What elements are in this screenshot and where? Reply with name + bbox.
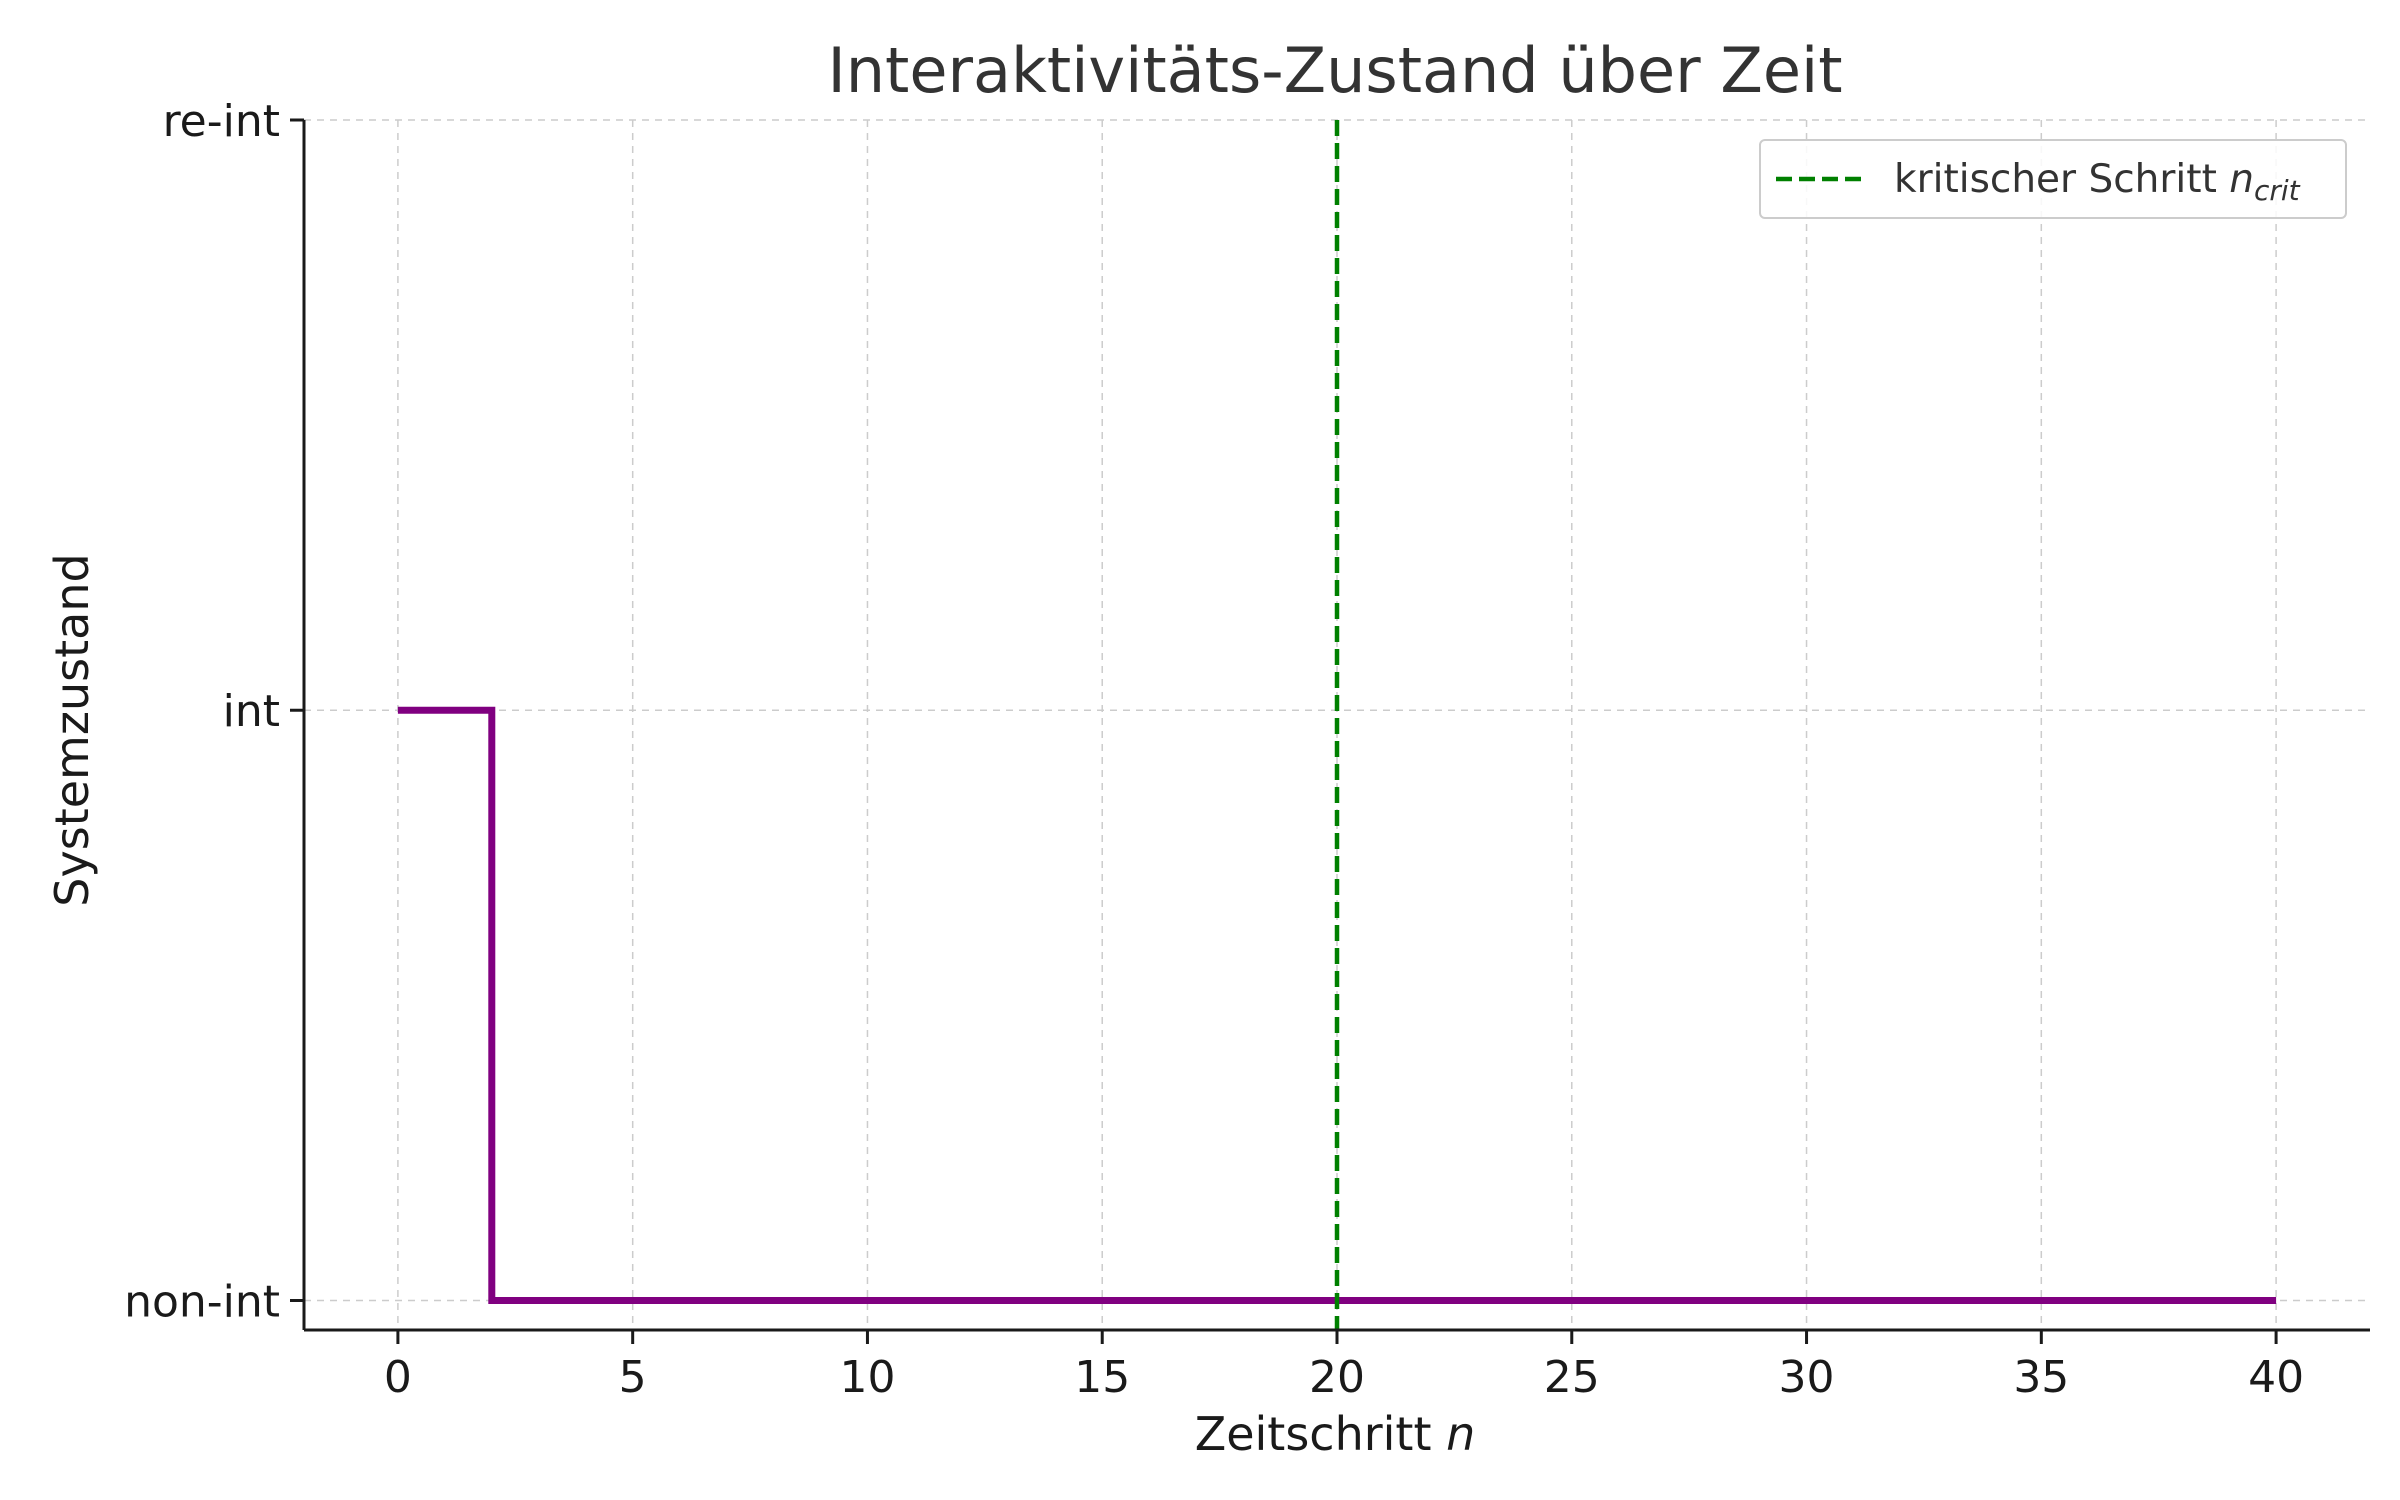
- x-tick-label: 30: [1779, 1352, 1835, 1403]
- x-tick-label: 25: [1544, 1352, 1600, 1403]
- plot-area: [397, 120, 2277, 1330]
- x-tick-label: 10: [839, 1352, 895, 1403]
- legend: kritischer Schritt ncrit: [1759, 139, 2347, 219]
- y-axis-label: Systemzustand: [45, 553, 99, 906]
- y-tick-label: re-int: [163, 96, 280, 147]
- y-tick-label: int: [223, 686, 280, 737]
- x-tick-label: 5: [619, 1352, 647, 1403]
- chart-title: Interaktivitäts-Zustand über Zeit: [827, 34, 1842, 107]
- x-tick-label: 0: [384, 1352, 412, 1403]
- x-tick-label: 40: [2248, 1352, 2304, 1403]
- y-tick-label: non-int: [124, 1276, 280, 1327]
- x-axis-label: Zeitschritt n: [1195, 1407, 1476, 1461]
- x-tick-label: 35: [2013, 1352, 2069, 1403]
- x-tick-label: 20: [1309, 1352, 1365, 1403]
- legend-label: kritischer Schritt ncrit: [1894, 157, 2301, 207]
- x-tick-label: 15: [1074, 1352, 1130, 1403]
- series-line: [397, 706, 2277, 1304]
- legend-frame: [1759, 139, 2347, 219]
- axis-ticks: 0 5 10 15 20 25 30 35 40 non-int int re-int: [124, 96, 2304, 1403]
